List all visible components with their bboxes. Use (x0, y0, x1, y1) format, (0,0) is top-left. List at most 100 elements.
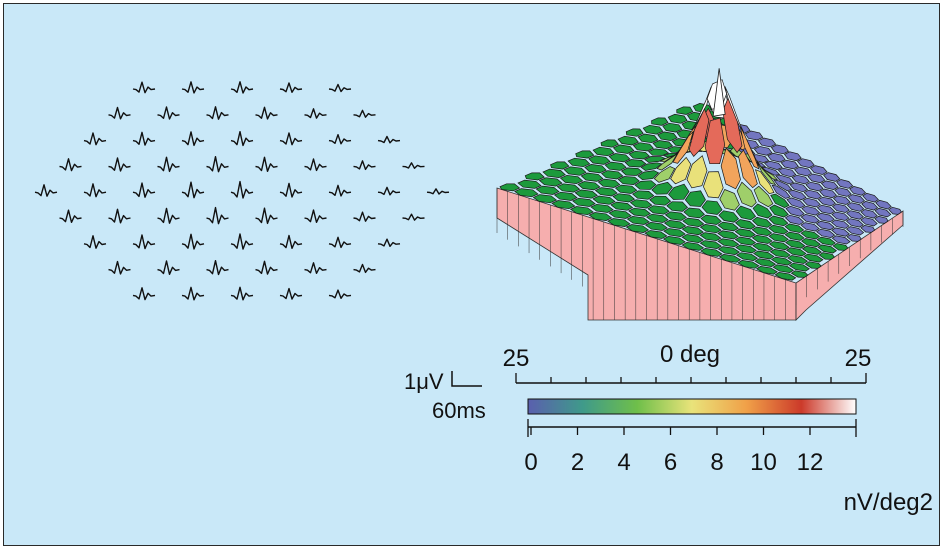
hexagon-cell (802, 197, 821, 208)
hexagon-cell (672, 130, 694, 164)
erg-trace (108, 260, 131, 275)
hexagon-cell (770, 256, 793, 266)
hexagon-cell (563, 166, 587, 176)
hexagon-cell (699, 224, 722, 234)
erg-trace (157, 106, 180, 120)
erg-trace (255, 156, 278, 172)
hexagon-cell (834, 187, 852, 197)
erg-trace (377, 186, 401, 196)
erg-trace (132, 182, 156, 198)
erg-trace (206, 156, 229, 173)
color-bar-unit-label: nV/deg2 (844, 489, 933, 516)
hexagon-cell (875, 199, 892, 210)
hexagon-cell (594, 187, 618, 197)
hexagon-cell (625, 128, 644, 137)
hexagon-cell (752, 203, 773, 219)
hexagon-cell (657, 131, 678, 141)
erg-trace (83, 183, 107, 198)
erg-trace (83, 132, 107, 146)
hexagon-cell (789, 182, 809, 193)
erg-trace (304, 209, 327, 223)
hexagon-cell (652, 140, 674, 149)
erg-trace (83, 235, 107, 249)
erg-trace (206, 260, 229, 276)
hexagon-cell (804, 261, 822, 269)
hexagon-cell (768, 233, 789, 243)
hexagon-cell (624, 159, 647, 168)
hexagon-cell (801, 205, 821, 216)
erg-trace (108, 106, 131, 120)
erg-trace (353, 263, 376, 274)
hexagon-cell (607, 218, 631, 227)
hexagon-cell (701, 200, 723, 215)
hexagon-cell (734, 228, 756, 238)
erg-trace (279, 132, 303, 146)
hexagon-cell (785, 205, 805, 217)
erg-trace (279, 82, 303, 93)
hexagon-cell (718, 210, 740, 223)
hexagon-cell (784, 223, 805, 233)
hexagon-cell (656, 153, 678, 171)
hexagon-cell (535, 185, 560, 195)
hexagon-cell (550, 161, 570, 170)
trace-array (34, 81, 450, 301)
erg-trace (230, 81, 254, 94)
hexagon-cell (572, 197, 596, 207)
hexagon-cell (675, 125, 697, 155)
hexagon-cell (644, 156, 666, 163)
erg-trace (377, 238, 401, 247)
amplitude-calibration-label: 1μV (404, 369, 444, 394)
hexagon-cell (584, 164, 607, 174)
hexagon-cell (681, 234, 704, 243)
hexagon-cell (670, 156, 692, 185)
hexagon-cell (832, 195, 851, 205)
hexagon-cell (803, 189, 822, 200)
hexagon-cell (772, 264, 795, 273)
side-wall-lines (496, 188, 904, 320)
hexagon-cell (817, 244, 838, 254)
hexagon-cell (567, 157, 591, 168)
hexagon-cell (845, 226, 865, 236)
hexagon-cell (800, 222, 820, 232)
hexagon-cell (820, 180, 839, 190)
color-bar-tick-label: 8 (710, 449, 723, 476)
hexagon-cell (651, 181, 673, 195)
hexagon-cell (783, 151, 802, 162)
hexagon-cell (681, 226, 704, 236)
erg-trace (255, 260, 278, 275)
hexagon-cell (590, 203, 614, 213)
erg-trace (132, 287, 156, 301)
hexagon-cell (786, 197, 806, 209)
hexagon-cell (734, 219, 756, 230)
hexagon-cell (836, 179, 854, 189)
color-bar: 0 2 4 6 8 10 12 nV/deg2 (524, 398, 933, 516)
hexagon-cell (768, 215, 789, 227)
erg-trace (328, 289, 352, 299)
hexagon-cell (574, 189, 598, 199)
erg-trace (157, 156, 180, 173)
hexagon-cell (791, 174, 810, 185)
hexagon-cell (816, 236, 836, 246)
hexagon-cell (517, 179, 542, 189)
hexagon-cell (861, 201, 879, 211)
hexagon-cell (751, 216, 773, 228)
hexagon-cell (769, 249, 791, 258)
hexagon-cell (819, 188, 838, 199)
erg-trace (426, 188, 450, 195)
erg-trace (304, 262, 327, 274)
hexagon-cell (700, 248, 723, 257)
hexagon-cell (608, 209, 632, 219)
hexagon-cell (717, 221, 739, 232)
hexagon-cell (700, 214, 722, 225)
hexagon-cell (676, 106, 694, 115)
topography-plot (496, 68, 904, 321)
hexagon-cell (610, 201, 634, 211)
hexagon-cell (620, 167, 643, 176)
hexagon-cell (768, 241, 790, 251)
hexagon-cell (831, 211, 850, 221)
hexagon-cell (704, 117, 726, 165)
hexagon-cell (801, 245, 823, 255)
hexagon-cell (771, 184, 791, 199)
erg-trace (328, 83, 352, 93)
erg-trace (181, 81, 205, 94)
